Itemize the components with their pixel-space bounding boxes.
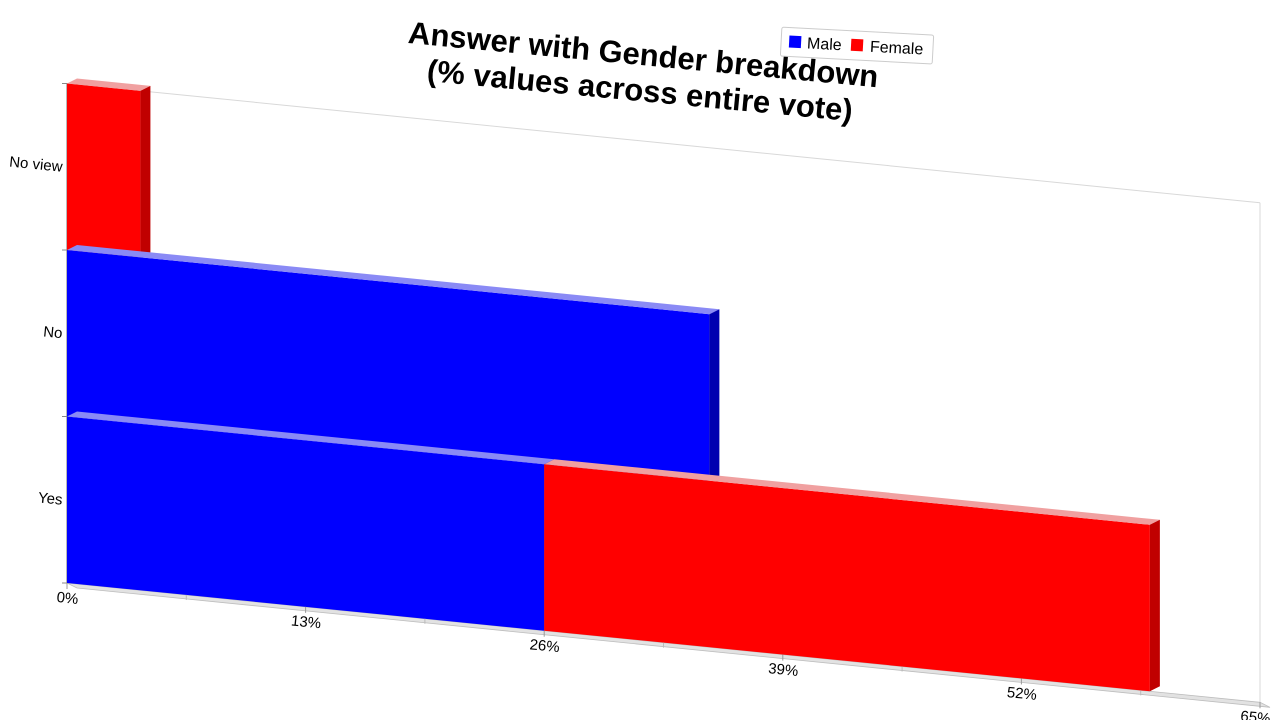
value-tick-label: 65% <box>1240 708 1272 720</box>
value-tick-label: 0% <box>56 589 79 608</box>
bars-group <box>67 78 1160 692</box>
bar-female-yes <box>544 464 1150 692</box>
category-label: Yes <box>37 489 63 508</box>
category-label: No view <box>9 154 64 176</box>
bar-female-no-view <box>67 83 141 258</box>
category-axis: No view No Yes <box>9 83 67 584</box>
legend-label-female: Female <box>870 39 924 59</box>
bar-side-male-no <box>709 309 720 481</box>
value-tick-label: 26% <box>529 636 561 656</box>
bar-side-female-yes <box>1149 519 1160 692</box>
value-axis: 0% 13% 26% 39% 52% 65% <box>56 583 1271 720</box>
legend-swatch-female <box>850 38 864 52</box>
legend-label-male: Male <box>807 35 843 54</box>
value-tick-label: 13% <box>290 612 322 632</box>
bar-male-yes <box>67 416 545 631</box>
bar-top-male-no <box>67 245 720 315</box>
bar-top-female-no-view <box>67 78 151 91</box>
bar-top-male-yes <box>67 411 555 465</box>
bar-male-no <box>67 250 710 481</box>
bar-side-female-no-view <box>140 85 151 258</box>
legend-swatch-male <box>788 35 802 49</box>
value-tick-label: 52% <box>1006 684 1038 704</box>
value-tick-label: 39% <box>767 660 799 680</box>
plot-top-border <box>66 83 1261 204</box>
bar-top-female-yes <box>544 459 1160 525</box>
legend: Male Female <box>779 26 935 65</box>
category-label: No <box>43 323 64 342</box>
